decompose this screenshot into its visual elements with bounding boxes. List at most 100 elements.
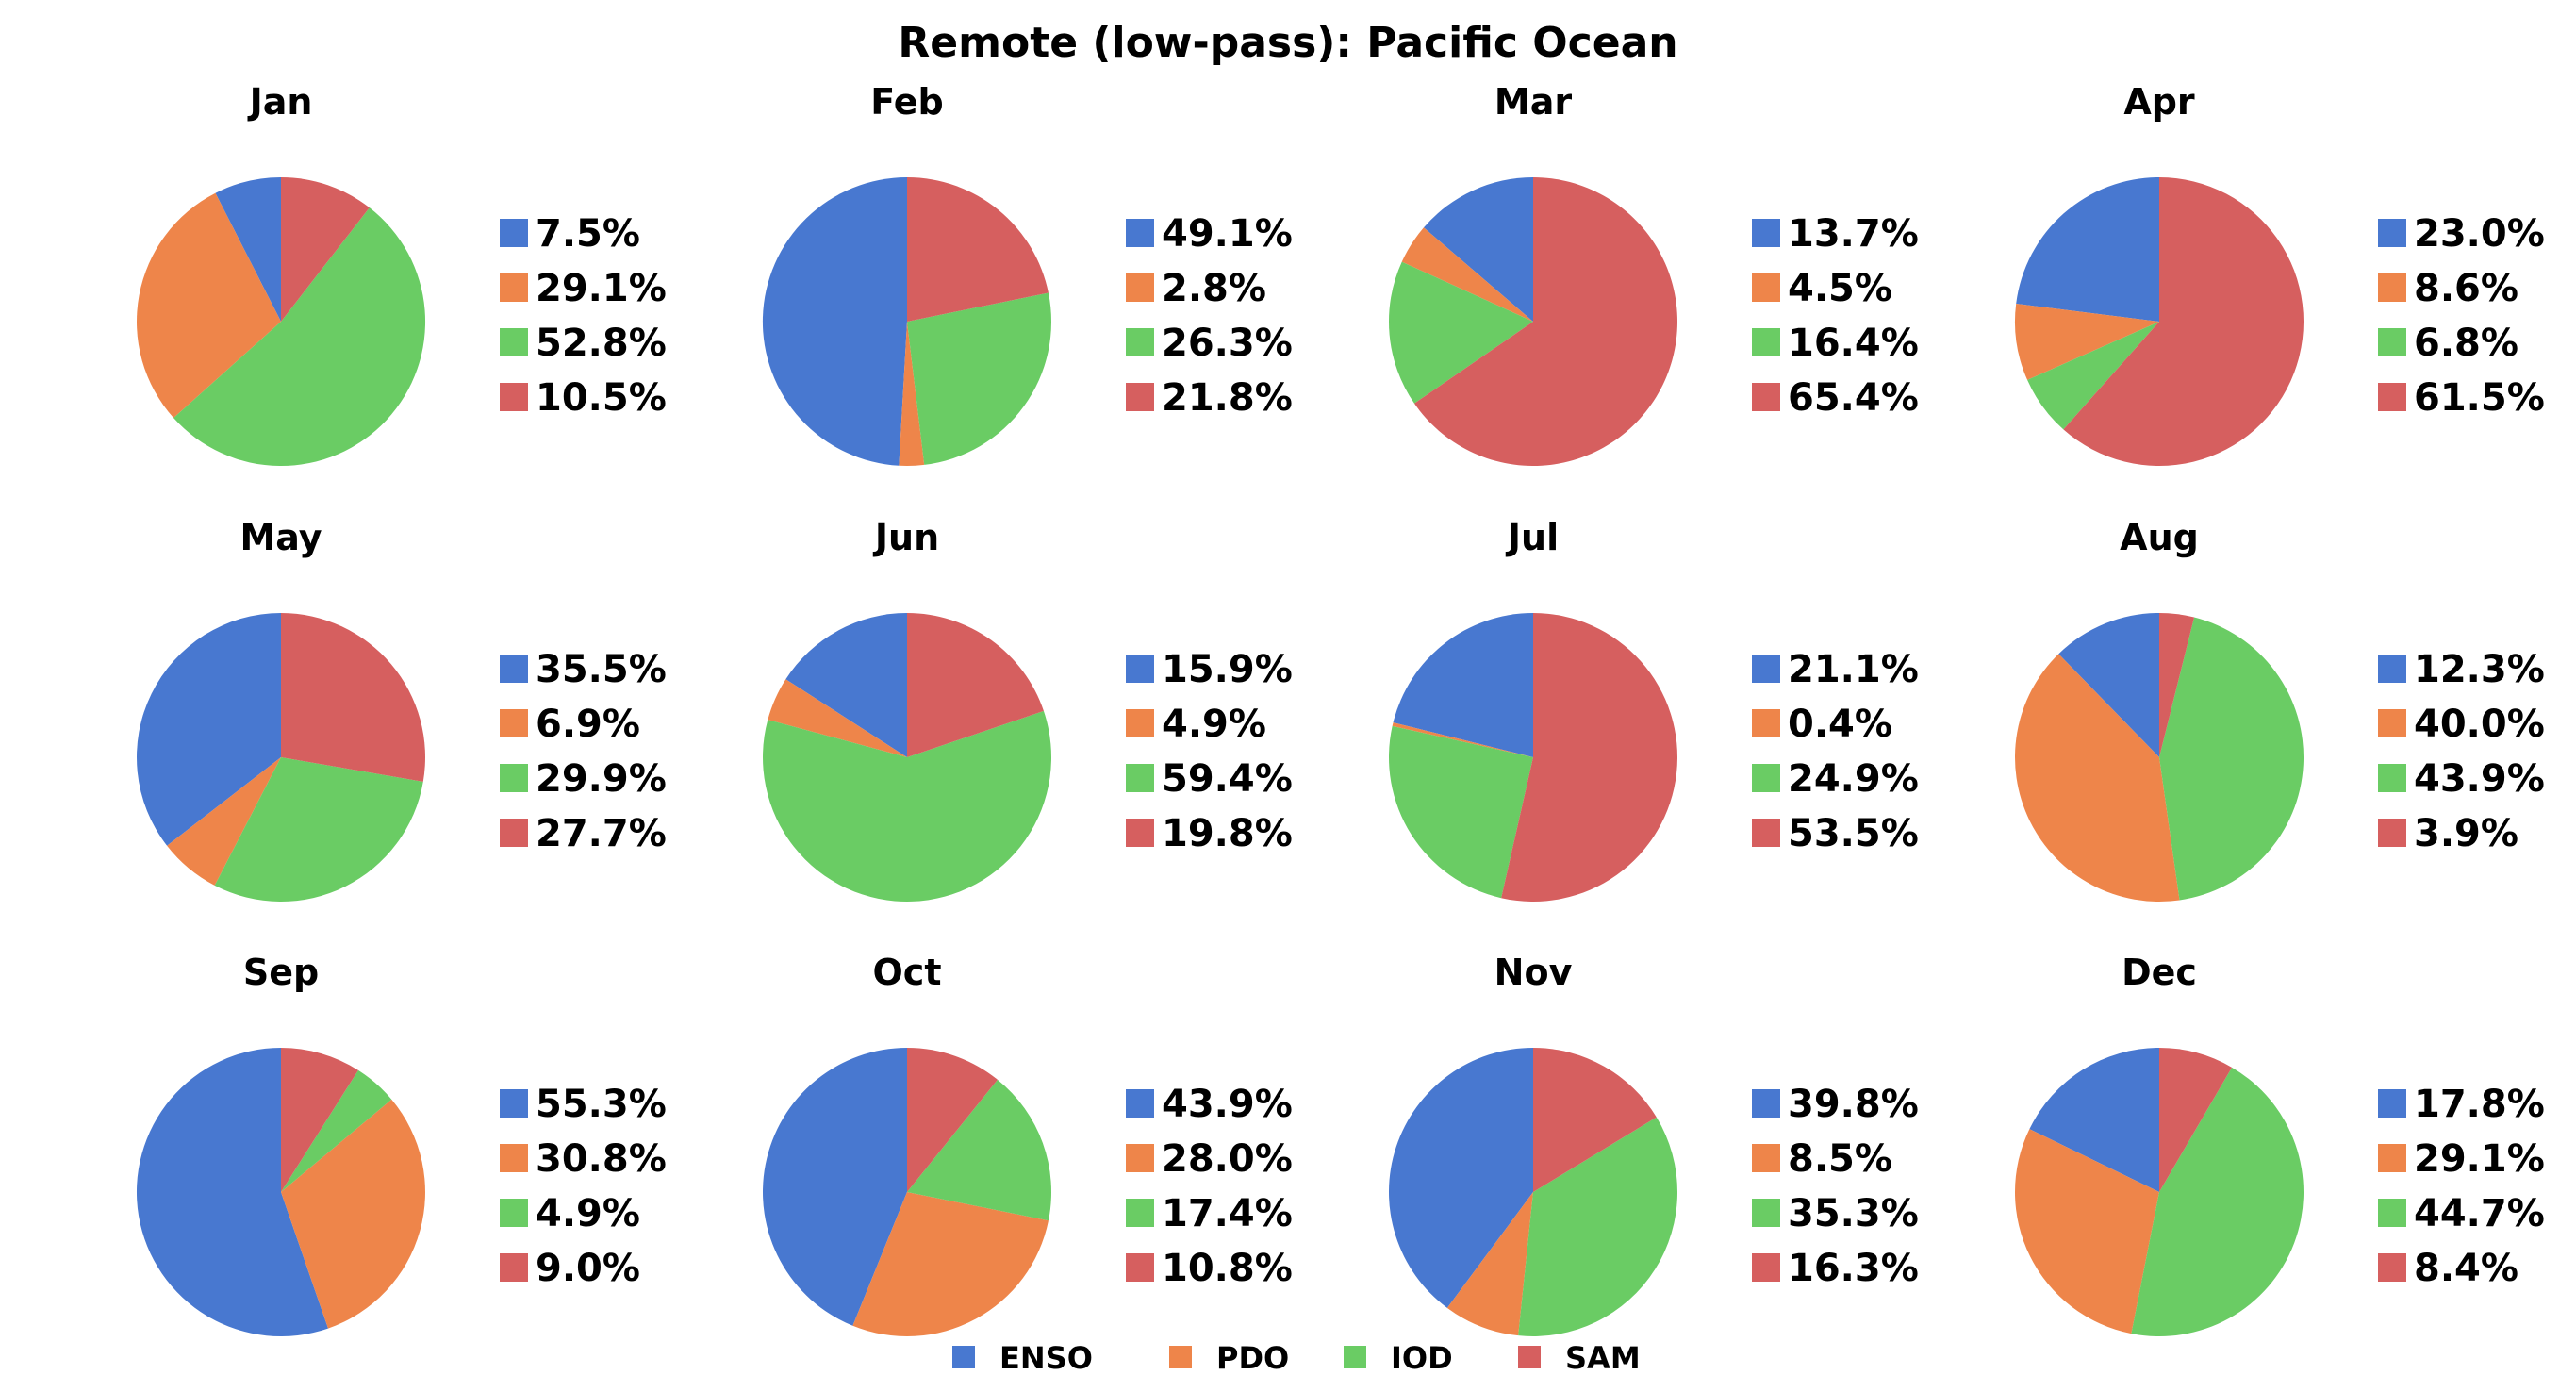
- legend-swatch-pdo: [500, 709, 528, 737]
- legend-swatch-iod: [500, 328, 528, 356]
- slice-percent-label: 16.3%: [1788, 1247, 1919, 1290]
- pie-slice-enso: [1393, 613, 1533, 757]
- pie-slice-sam: [907, 177, 1049, 322]
- legend-label-enso: ENSO: [999, 1340, 1093, 1376]
- slice-percent-label: 26.3%: [1162, 322, 1293, 365]
- slice-percent-label: 61.5%: [2414, 376, 2545, 420]
- slice-percent-label: 4.5%: [1788, 267, 1892, 310]
- pie-panel-sep: Sep 55.3% 30.8% 4.9% 9.0%: [136, 952, 667, 1336]
- legend-swatch-enso: [1126, 1089, 1154, 1118]
- slice-percent-label: 21.1%: [1788, 648, 1919, 691]
- slice-percent-label: 28.0%: [1162, 1137, 1293, 1181]
- slice-percent-label: 43.9%: [1162, 1083, 1293, 1126]
- legend-swatch-pdo: [1126, 1144, 1154, 1172]
- pie-slice-pdo: [899, 322, 925, 467]
- legend-swatch-enso: [1126, 655, 1154, 683]
- pie-slice-pdo: [137, 192, 281, 419]
- legend-swatch-iod: [2378, 764, 2406, 792]
- pie-panel-feb: Feb 49.1% 2.8% 26.3% 21.8%: [762, 81, 1293, 467]
- legend-swatch-iod: [1126, 764, 1154, 792]
- pie-slice-pdo: [1401, 227, 1533, 322]
- panel-title: Dec: [2122, 952, 2197, 993]
- pie-panel-nov: Nov 39.8% 8.5% 35.3% 16.3%: [1388, 952, 1919, 1337]
- pie-slice-iod: [2131, 1067, 2304, 1337]
- pie-panel-apr: Apr 23.0% 8.6% 6.8% 61.5%: [2015, 81, 2545, 466]
- pie-slice-pdo: [2015, 654, 2180, 903]
- legend-swatch-pdo: [500, 1144, 528, 1172]
- legend-swatch-enso: [1752, 1089, 1780, 1118]
- legend-swatch-enso: [500, 219, 528, 247]
- legend-swatch-enso: [2378, 1089, 2406, 1118]
- legend-swatch-sam: [1752, 819, 1780, 847]
- pie-slice-iod: [907, 292, 1052, 465]
- pie-panel-jul: Jul 21.1% 0.4% 24.9% 53.5%: [1389, 517, 1919, 902]
- pie-slice-enso: [762, 176, 907, 466]
- slice-percent-label: 13.7%: [1788, 212, 1919, 256]
- legend-swatch-iod: [1752, 328, 1780, 356]
- pie-slice-sam: [2159, 1048, 2233, 1192]
- pie-panel-may: May 35.5% 6.9% 29.9% 27.7%: [137, 517, 667, 902]
- pie-slice-iod: [1389, 725, 1533, 899]
- legend-swatch-pdo: [2378, 273, 2406, 302]
- slice-percent-label: 43.9%: [2414, 757, 2545, 801]
- legend-swatch-pdo: [1126, 709, 1154, 737]
- legend-swatch-enso: [2378, 655, 2406, 683]
- slice-percent-label: 29.1%: [2414, 1137, 2545, 1181]
- slice-percent-label: 9.0%: [536, 1247, 640, 1290]
- pie-panel-aug: Aug 12.3% 40.0% 43.9% 3.9%: [2015, 517, 2545, 903]
- pie-slice-enso: [2058, 613, 2159, 757]
- legend-swatch-pdo: [1752, 273, 1780, 302]
- slice-percent-label: 29.9%: [536, 757, 667, 801]
- legend-label-sam: SAM: [1565, 1340, 1641, 1376]
- slice-percent-label: 16.4%: [1788, 322, 1919, 365]
- slice-percent-label: 15.9%: [1162, 648, 1293, 691]
- legend: ENSO PDO IOD SAM: [952, 1340, 1641, 1376]
- pie-slice-sam: [2063, 177, 2304, 466]
- legend-swatch-iod: [500, 1199, 528, 1227]
- legend-swatch-sam: [1126, 819, 1154, 847]
- slice-percent-label: 17.4%: [1162, 1192, 1293, 1235]
- pie-panel-jan: Jan 7.5% 29.1% 52.8% 10.5%: [137, 81, 667, 467]
- panel-title: Sep: [243, 952, 319, 993]
- slice-percent-label: 39.8%: [1788, 1083, 1919, 1126]
- panel-title: Feb: [870, 81, 943, 123]
- pie-slice-enso: [136, 1048, 329, 1336]
- legend-swatch-iod: [1126, 328, 1154, 356]
- slice-percent-label: 2.8%: [1162, 267, 1266, 310]
- legend-swatch-iod: [500, 764, 528, 792]
- slice-percent-label: 4.9%: [536, 1192, 640, 1235]
- slice-percent-label: 21.8%: [1162, 376, 1293, 420]
- legend-key-iod: [1344, 1346, 1366, 1368]
- legend-swatch-pdo: [2378, 709, 2406, 737]
- pie-slice-pdo: [1392, 722, 1533, 757]
- legend-key-enso: [952, 1346, 975, 1368]
- pie-slice-iod: [214, 757, 423, 902]
- pie-slice-iod: [1518, 1117, 1678, 1337]
- pie-slice-iod: [2159, 617, 2304, 901]
- panel-title: May: [239, 517, 322, 558]
- pie-slice-sam: [1533, 1048, 1657, 1192]
- slice-percent-label: 44.7%: [2414, 1192, 2545, 1235]
- legend-swatch-sam: [1126, 1253, 1154, 1282]
- legend-swatch-pdo: [2378, 1144, 2406, 1172]
- pie-slice-enso: [1388, 1048, 1533, 1308]
- panel-title: Nov: [1494, 952, 1573, 993]
- legend-key-sam: [1518, 1346, 1541, 1368]
- panel-title: Aug: [2120, 517, 2199, 558]
- pie-slice-pdo: [1446, 1192, 1533, 1336]
- pie-slice-sam: [1501, 613, 1678, 902]
- slice-percent-label: 65.4%: [1788, 376, 1919, 420]
- legend-swatch-sam: [2378, 1253, 2406, 1282]
- legend-swatch-iod: [2378, 328, 2406, 356]
- slice-percent-label: 55.3%: [536, 1083, 667, 1126]
- panel-title: Jun: [872, 517, 939, 558]
- legend-swatch-sam: [1126, 383, 1154, 411]
- slice-percent-label: 17.8%: [2414, 1083, 2545, 1126]
- pie-slice-enso: [2016, 177, 2159, 322]
- legend-swatch-enso: [1126, 219, 1154, 247]
- legend-swatch-sam: [500, 1253, 528, 1282]
- pie-slice-sam: [2159, 613, 2195, 757]
- legend-swatch-pdo: [500, 273, 528, 302]
- pie-slice-pdo: [281, 1099, 425, 1329]
- legend-swatch-iod: [1752, 764, 1780, 792]
